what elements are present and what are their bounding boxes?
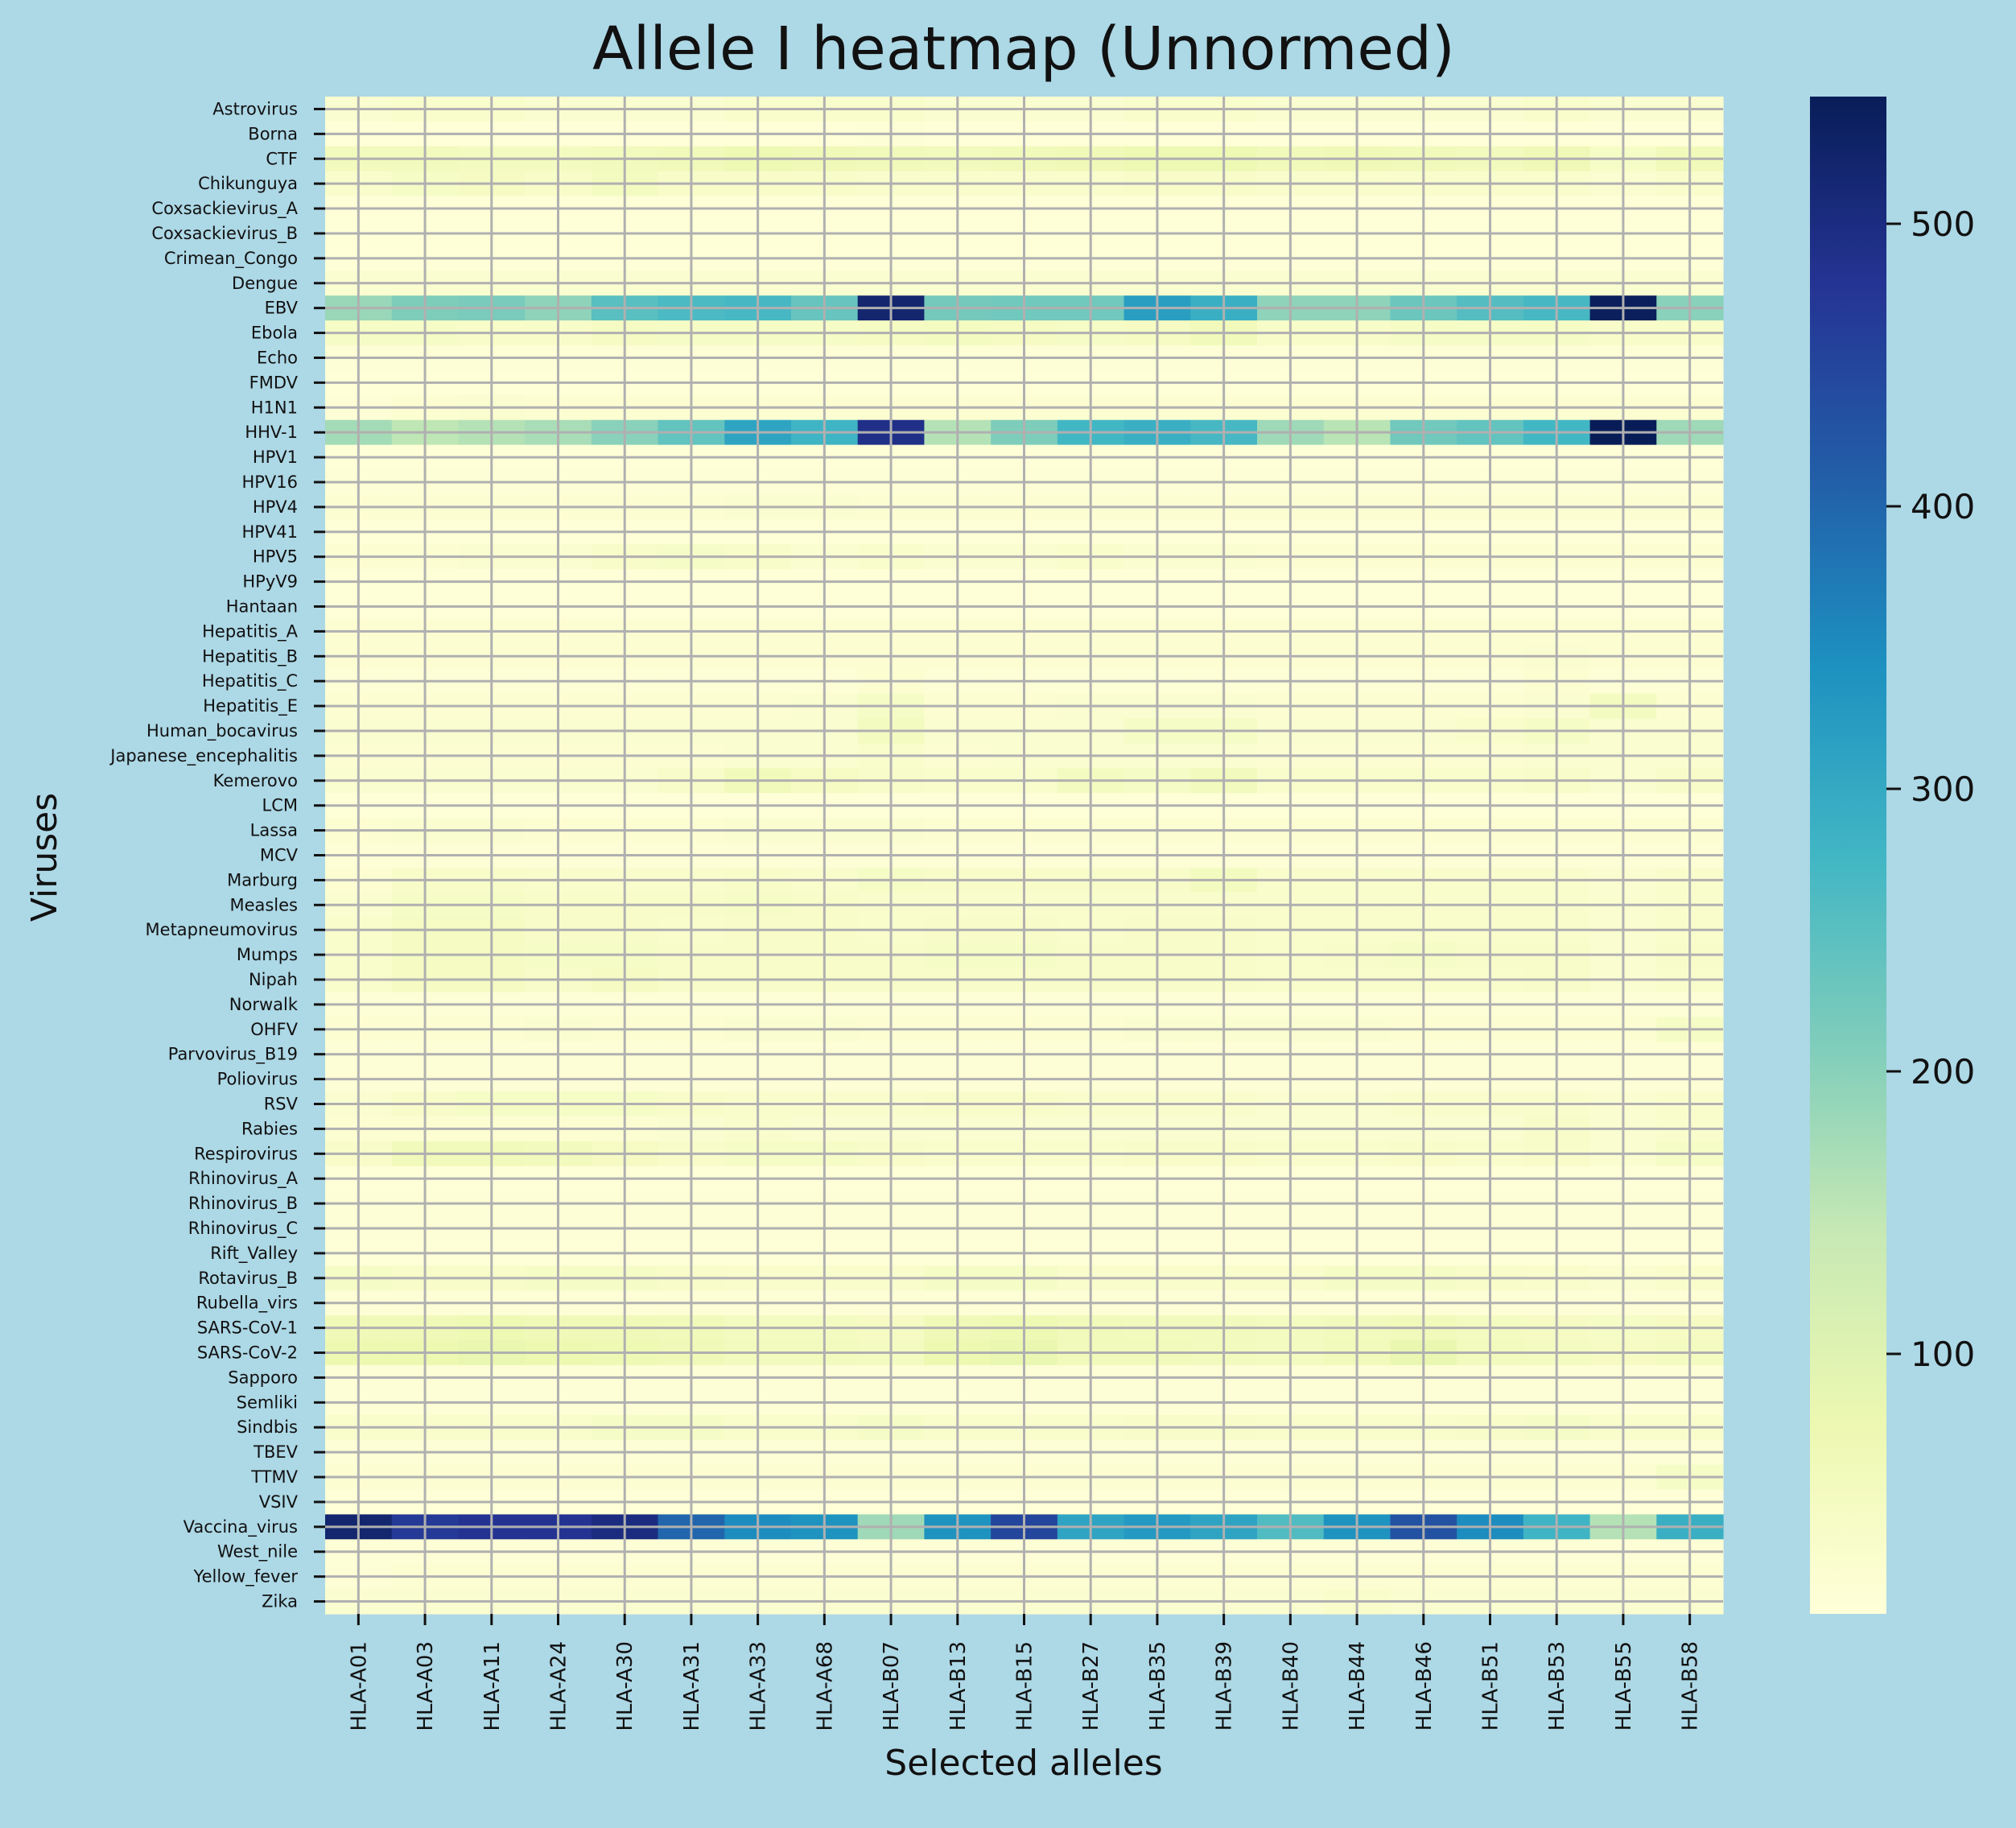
y-axis-ticks: Astrovirus Borna CTF Chikunguya Coxsackievir… bbox=[109, 99, 325, 1611]
y-tick-label: Measles bbox=[229, 895, 298, 914]
colorbar-tick-label: 500 bbox=[1911, 204, 1975, 244]
y-tick-label: Rift_Valley bbox=[210, 1244, 298, 1264]
y-tick-label: Nipah bbox=[249, 970, 298, 989]
y-tick-label: VSIV bbox=[259, 1492, 299, 1512]
y-tick-label: Crimean_Congo bbox=[164, 249, 298, 269]
y-tick-label: Respirovirus bbox=[194, 1144, 298, 1163]
x-tick-label: HLA-A33 bbox=[747, 1641, 771, 1731]
y-tick-label: Borna bbox=[248, 124, 298, 143]
x-axis-label: Selected alleles bbox=[884, 1743, 1162, 1784]
y-tick-label: Zika bbox=[262, 1592, 298, 1611]
y-tick-label: CTF bbox=[266, 149, 298, 168]
y-axis-label: Viruses bbox=[24, 793, 65, 922]
y-tick-label: West_nile bbox=[217, 1542, 298, 1562]
y-tick-label: Sapporo bbox=[228, 1368, 298, 1387]
y-tick-label: HPV1 bbox=[253, 448, 298, 467]
y-tick-label: TTMV bbox=[250, 1467, 298, 1487]
y-tick-label: Hepatitis_A bbox=[202, 621, 298, 642]
x-tick-label: HLA-B51 bbox=[1479, 1641, 1503, 1731]
x-tick-label: HLA-A01 bbox=[347, 1641, 371, 1731]
y-tick-label: Rhinovirus_B bbox=[188, 1194, 298, 1214]
y-tick-label: HPyV9 bbox=[242, 572, 298, 592]
x-tick-label: HLA-B15 bbox=[1013, 1641, 1037, 1731]
y-tick-label: SARS-CoV-1 bbox=[197, 1318, 298, 1338]
colorbar-tick-label: 200 bbox=[1911, 1052, 1975, 1091]
colorbar bbox=[1810, 97, 1886, 1614]
x-tick-label: HLA-A30 bbox=[613, 1641, 637, 1731]
y-tick-label: Hantaan bbox=[226, 596, 298, 616]
y-tick-label: RSV bbox=[264, 1095, 299, 1114]
x-tick-label: HLA-B58 bbox=[1679, 1641, 1703, 1731]
y-tick-label: HPV5 bbox=[253, 547, 298, 567]
y-tick-label: Parvovirus_B19 bbox=[168, 1045, 298, 1065]
colorbar-tick-label: 400 bbox=[1911, 487, 1975, 526]
x-tick-label: HLA-B35 bbox=[1146, 1641, 1170, 1731]
y-tick-label: Mumps bbox=[237, 945, 298, 964]
x-tick-label: HLA-B53 bbox=[1545, 1641, 1569, 1731]
y-tick-label: LCM bbox=[262, 796, 298, 815]
y-tick-label: HHV-1 bbox=[245, 423, 298, 442]
y-tick-label: TBEV bbox=[253, 1442, 299, 1462]
y-tick-label: Lassa bbox=[250, 821, 298, 840]
y-tick-label: Marburg bbox=[227, 870, 298, 889]
x-tick-label: HLA-A68 bbox=[813, 1641, 837, 1731]
x-tick-label: HLA-B13 bbox=[946, 1641, 971, 1731]
x-axis-ticks: HLA-A01 HLA-A03 HLA-A11 HLA-A24 HLA-A30 HLA-A… bbox=[347, 1614, 1703, 1731]
y-tick-label: Rubella_virs bbox=[196, 1294, 298, 1314]
x-tick-label: HLA-A31 bbox=[680, 1641, 704, 1731]
y-tick-label: MCV bbox=[260, 846, 299, 865]
y-tick-label: Rabies bbox=[241, 1119, 298, 1138]
x-tick-label: HLA-A03 bbox=[414, 1641, 438, 1731]
y-tick-label: Rhinovirus_C bbox=[188, 1219, 298, 1239]
y-tick-label: Kemerovo bbox=[213, 771, 298, 790]
y-tick-label: Astrovirus bbox=[212, 99, 298, 118]
y-tick-label: Norwalk bbox=[229, 995, 299, 1014]
y-tick-label: FMDV bbox=[249, 373, 299, 392]
x-tick-label: HLA-B07 bbox=[880, 1641, 904, 1731]
y-tick-label: Human_bocavirus bbox=[146, 721, 298, 741]
y-tick-label: Coxsackievirus_B bbox=[151, 224, 298, 244]
colorbar-tick-label: 100 bbox=[1911, 1335, 1975, 1374]
y-tick-label: Semliki bbox=[237, 1393, 298, 1412]
y-tick-label: Hepatitis_E bbox=[203, 696, 298, 716]
x-tick-label: HLA-A24 bbox=[547, 1641, 571, 1731]
y-tick-label: Japanese_encephalitis bbox=[109, 746, 298, 766]
y-tick-label: Metapneumovirus bbox=[146, 920, 298, 939]
y-tick-label: Poliovirus bbox=[217, 1070, 298, 1089]
y-tick-label: Coxsackievirus_A bbox=[151, 199, 298, 219]
y-tick-label: Echo bbox=[257, 348, 298, 367]
y-tick-label: EBV bbox=[265, 299, 299, 318]
y-tick-label: SARS-CoV-2 bbox=[197, 1343, 298, 1363]
heatmap-gridlines bbox=[325, 97, 1723, 1614]
x-tick-label: HLA-B44 bbox=[1346, 1641, 1370, 1731]
y-tick-label: Vaccina_virus bbox=[183, 1517, 298, 1537]
y-tick-label: Rhinovirus_A bbox=[188, 1169, 299, 1189]
y-tick-label: Ebola bbox=[251, 324, 298, 343]
y-tick-label: HPV41 bbox=[241, 522, 298, 542]
colorbar-tick-label: 300 bbox=[1911, 770, 1975, 809]
y-tick-label: Rotavirus_B bbox=[198, 1269, 298, 1289]
y-tick-label: Hepatitis_B bbox=[202, 646, 298, 666]
x-tick-label: HLA-B40 bbox=[1279, 1641, 1303, 1731]
x-tick-label: HLA-B55 bbox=[1612, 1641, 1636, 1731]
x-tick-label: HLA-B39 bbox=[1213, 1641, 1237, 1731]
y-tick-label: Sindbis bbox=[237, 1417, 298, 1437]
chart-title: Allele I heatmap (Unnormed) bbox=[592, 14, 1455, 84]
y-tick-label: Dengue bbox=[232, 274, 298, 293]
y-tick-label: Chikunguya bbox=[198, 174, 298, 193]
colorbar-ticks: 100 200 300 400 500 bbox=[1886, 204, 1975, 1374]
y-tick-label: Yellow_fever bbox=[193, 1567, 299, 1587]
x-tick-label: HLA-B46 bbox=[1412, 1641, 1437, 1731]
x-tick-label: HLA-A11 bbox=[480, 1641, 505, 1731]
y-tick-label: HPV4 bbox=[253, 497, 298, 517]
y-tick-label: OHFV bbox=[250, 1020, 298, 1039]
y-tick-label: H1N1 bbox=[251, 398, 298, 417]
y-tick-label: Hepatitis_C bbox=[202, 671, 298, 691]
y-tick-label: HPV16 bbox=[241, 472, 298, 492]
x-tick-label: HLA-B27 bbox=[1079, 1641, 1103, 1731]
